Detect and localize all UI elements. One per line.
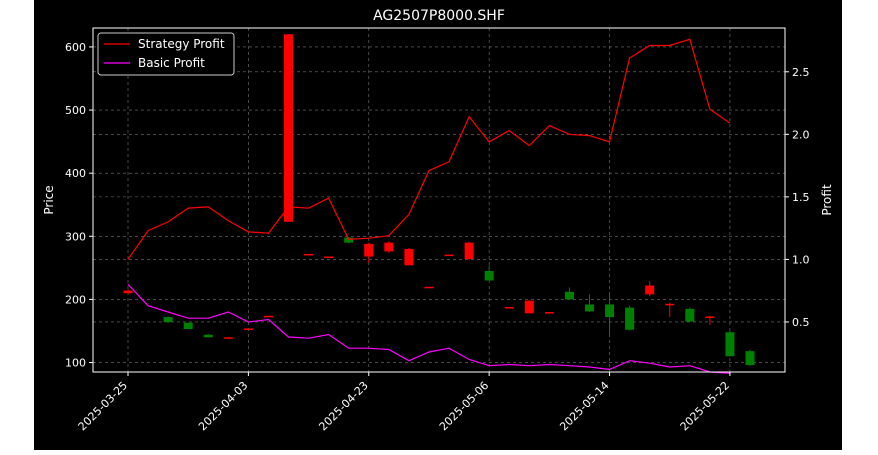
candle-body [424, 286, 434, 289]
candles [123, 34, 755, 366]
axes: 2025-03-25 2025-04-03 2025-04-23 2025-05-06… [65, 41, 810, 433]
y-tick-label-left: 400 [65, 167, 86, 180]
chart-title: AG2507P8000.SHF [373, 8, 505, 24]
y-tick-label-left: 200 [65, 293, 86, 306]
candle-body [665, 303, 675, 306]
y-tick-label-right: 2.0 [792, 128, 810, 141]
legend-label-basic-profit: Basic Profit [138, 56, 205, 70]
plot-frame [92, 27, 786, 373]
profit-lines [127, 38, 731, 374]
candle-body [203, 334, 213, 338]
y-tick-label-right: 1.0 [792, 253, 810, 266]
candle-body [364, 243, 374, 257]
candle-body [243, 328, 253, 330]
basic-profit-line [127, 283, 730, 374]
x-tick-label: 2025-04-03 [196, 379, 250, 433]
candle-body [584, 304, 594, 312]
candle-body [524, 300, 534, 314]
candle-body [223, 337, 233, 339]
legend: Strategy Profit Basic Profit [97, 32, 235, 76]
candle-body [304, 253, 314, 256]
candle-body [725, 332, 735, 357]
candle-body [344, 237, 354, 243]
y-axis-label-right: Profit [820, 184, 834, 216]
y-tick-label-left: 500 [65, 104, 86, 117]
y-tick-label-right: 2.5 [792, 66, 810, 79]
chart-figure: AG2507P8000.SHF 2025-03-25 2025-04-03 2025… [34, 0, 842, 450]
y-tick-label-left: 100 [65, 357, 86, 370]
y-tick-label-right: 1.5 [792, 191, 810, 204]
x-tick-label: 2025-05-22 [678, 379, 732, 433]
strategy-profit-line [127, 38, 731, 260]
legend-label-strategy-profit: Strategy Profit [138, 37, 225, 51]
candle-body [444, 254, 454, 257]
candle-body [484, 271, 494, 281]
candle-body [163, 317, 173, 323]
x-tick-label: 2025-03-25 [76, 379, 130, 433]
candle-body [404, 248, 414, 266]
candle-body [625, 307, 635, 330]
y-axis-label-left: Price [42, 185, 56, 214]
candle-body [564, 291, 574, 300]
x-tick-label: 2025-05-14 [557, 379, 611, 433]
candle-body [183, 322, 193, 330]
chart-svg: AG2507P8000.SHF 2025-03-25 2025-04-03 2025… [42, 8, 834, 433]
x-tick-label: 2025-04-23 [316, 379, 370, 433]
candle-body [745, 351, 755, 366]
x-tick-label: 2025-05-06 [437, 379, 491, 433]
y-tick-label-left: 300 [65, 230, 86, 243]
candle-body [464, 242, 474, 260]
y-tick-label-left: 600 [65, 41, 86, 54]
legend-box [97, 32, 235, 76]
grid [93, 28, 785, 372]
candle-body [705, 316, 715, 318]
candle-body [384, 242, 394, 252]
candle-body [685, 308, 695, 322]
candle-body [324, 256, 334, 258]
candle-body [645, 285, 655, 295]
y-tick-label-right: 0.5 [792, 316, 810, 329]
candle-body [284, 34, 294, 222]
candle-body [263, 315, 273, 318]
candle-body [605, 304, 615, 318]
candle-body [544, 312, 554, 314]
candle-body [123, 290, 133, 294]
candle-body [504, 306, 514, 309]
